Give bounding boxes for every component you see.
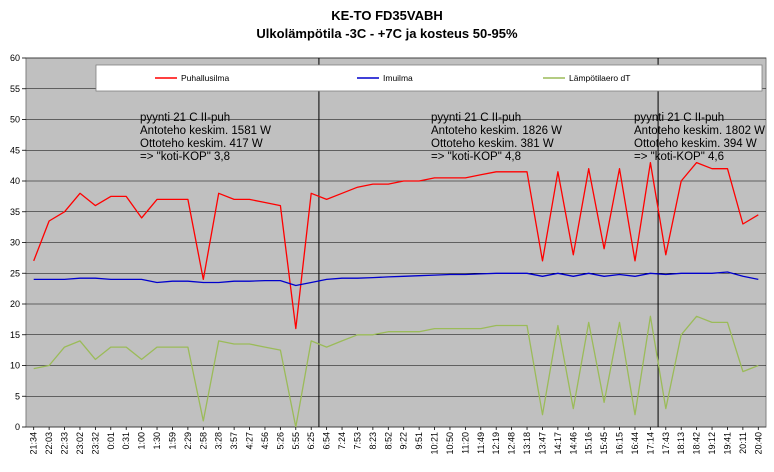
x-tick-label: 22:03 [44, 432, 54, 455]
y-tick-label: 25 [10, 268, 20, 278]
x-tick-label: 7:24 [337, 432, 347, 450]
x-tick-label: 3:28 [214, 432, 224, 450]
x-tick-label: 2:29 [183, 432, 193, 450]
y-tick-label: 30 [10, 238, 20, 248]
x-axis-ticks: 21:34 22:03 22:33 23:02 23:32 0:01 0:31 1:00 1:3… [29, 427, 763, 455]
x-tick-label: 21:34 [29, 432, 39, 455]
x-tick-label: 3:57 [229, 432, 239, 450]
x-tick-label: 16:15 [615, 432, 625, 455]
y-tick-label: 0 [15, 422, 20, 432]
y-tick-label: 35 [10, 207, 20, 217]
legend-label: Puhallusilma [181, 73, 229, 83]
series-lines [33, 161, 759, 428]
x-tick-label: 22:33 [60, 432, 70, 455]
x-tick-label: 9:51 [414, 432, 424, 450]
x-tick-label: 6:25 [306, 432, 316, 450]
annotation-line: Antoteho keskim. 1802 W [634, 125, 765, 137]
legend: Puhallusilma Imuilma Lämpötilaero dT [95, 64, 763, 92]
annotation-line: Ottoteho keskim. 394 W [634, 138, 757, 150]
x-tick-label: 19:12 [707, 432, 717, 455]
annotation-line: pyynti 21 C II-puh [431, 112, 521, 124]
annotation-line: Ottoteho keskim. 381 W [431, 138, 554, 150]
x-tick-label: 15:45 [599, 432, 609, 455]
series-line [33, 315, 759, 428]
legend-label: Lämpötilaero dT [569, 73, 630, 83]
x-tick-label: 20:11 [738, 432, 748, 454]
annotation-line: => "koti-KOP" 3,8 [140, 151, 230, 163]
annotation-line: => "koti-KOP" 4,8 [431, 151, 521, 163]
y-tick-label: 10 [10, 361, 20, 371]
y-tick-label: 45 [10, 145, 20, 155]
x-tick-label: 12:19 [491, 432, 501, 455]
x-tick-label: 5:55 [291, 432, 301, 450]
annotation-line: Antoteho keskim. 1581 W [140, 125, 271, 137]
annotation-line: Antoteho keskim. 1826 W [431, 125, 562, 137]
x-tick-label: 13:18 [522, 432, 532, 455]
legend-label: Imuilma [383, 73, 413, 83]
x-tick-label: 17:43 [661, 432, 671, 455]
legend-box [95, 64, 763, 92]
annotation-line: pyynti 21 C II-puh [634, 112, 724, 124]
x-tick-label: 18:13 [676, 432, 686, 455]
y-axis-ticks: 0 5 10 15 20 25 30 35 40 45 50 55 60 [10, 53, 26, 432]
x-tick-label: 10:50 [445, 432, 455, 455]
x-tick-label: 18:42 [692, 432, 702, 455]
chart-title: KE-TO FD35VABH [331, 8, 442, 23]
x-tick-label: 11:49 [476, 432, 486, 454]
series-line [33, 161, 759, 330]
x-tick-label: 12:48 [507, 432, 517, 455]
x-tick-label: 14:46 [568, 432, 578, 455]
annotation-line: => "koti-KOP" 4,6 [634, 151, 724, 163]
x-tick-label: 5:26 [275, 432, 285, 450]
x-tick-label: 1:30 [152, 432, 162, 450]
x-tick-label: 20:40 [753, 432, 763, 455]
y-tick-label: 15 [10, 330, 20, 340]
y-tick-label: 40 [10, 176, 20, 186]
y-tick-label: 60 [10, 53, 20, 63]
x-tick-label: 1:59 [168, 432, 178, 450]
x-tick-label: 1:00 [137, 432, 147, 450]
x-tick-label: 8:52 [383, 432, 393, 450]
x-tick-label: 0:31 [121, 432, 131, 450]
x-tick-label: 10:21 [430, 432, 440, 455]
x-tick-label: 0:01 [106, 432, 116, 450]
x-tick-label: 19:41 [723, 432, 733, 455]
x-tick-label: 6:54 [322, 432, 332, 450]
x-tick-label: 16:44 [630, 432, 640, 455]
series-line [33, 271, 759, 287]
y-tick-label: 55 [10, 84, 20, 94]
grid [25, 57, 767, 428]
x-tick-label: 9:22 [399, 432, 409, 450]
x-tick-label: 8:23 [368, 432, 378, 450]
x-tick-label: 14:17 [553, 432, 563, 455]
y-tick-label: 5 [15, 391, 20, 401]
x-tick-label: 4:27 [245, 432, 255, 450]
y-tick-label: 20 [10, 299, 20, 309]
x-tick-label: 11:20 [460, 432, 470, 454]
x-tick-label: 7:53 [353, 432, 363, 450]
annotation-line: pyynti 21 C II-puh [140, 112, 230, 124]
x-tick-label: 4:56 [260, 432, 270, 450]
x-tick-label: 17:14 [645, 432, 655, 455]
x-tick-label: 13:47 [538, 432, 548, 455]
x-tick-label: 23:32 [90, 432, 100, 455]
annotation-line: Ottoteho keskim. 417 W [140, 138, 263, 150]
x-tick-label: 15:16 [584, 432, 594, 455]
y-tick-label: 50 [10, 115, 20, 125]
x-tick-label: 23:02 [75, 432, 85, 455]
x-tick-label: 2:58 [198, 432, 208, 450]
chart-subtitle: Ulkolämpötila -3C - +7C ja kosteus 50-95… [256, 26, 518, 41]
